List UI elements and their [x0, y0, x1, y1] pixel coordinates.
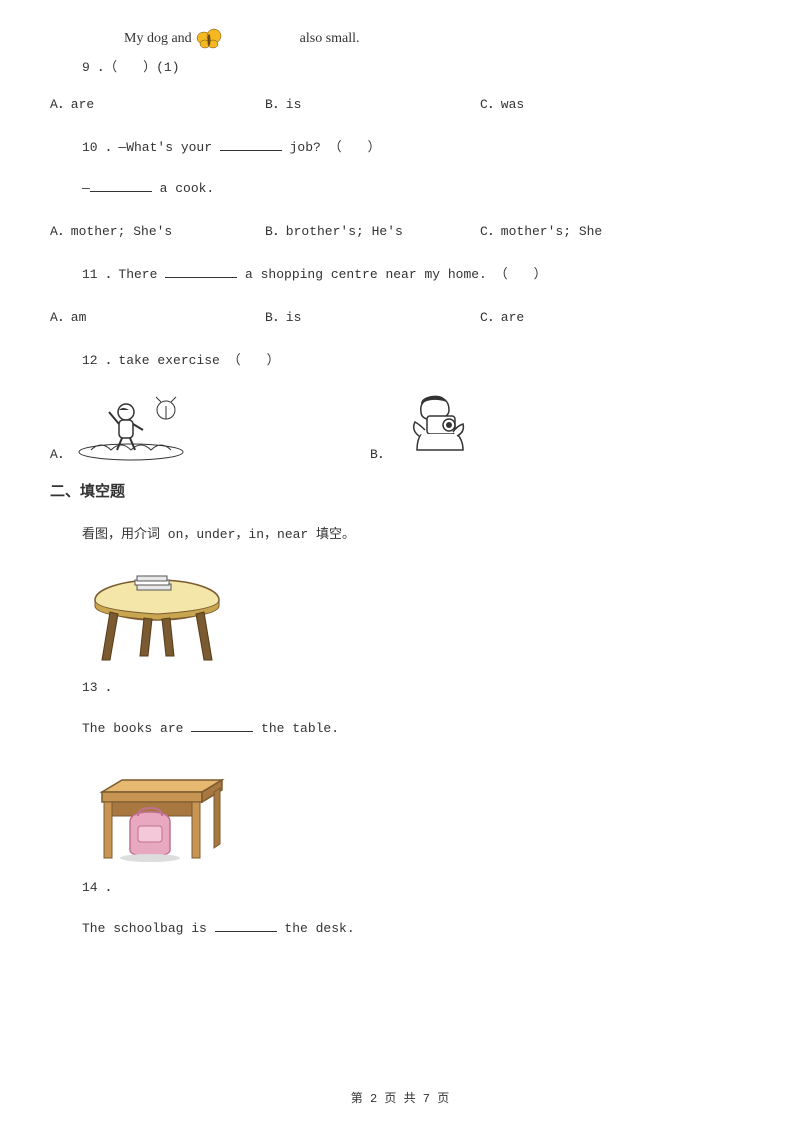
q11-option-a: A．am: [50, 306, 265, 325]
desk-bag-icon: [82, 762, 232, 872]
question-10-line1: 10 ．—What's your job? （ ）: [82, 136, 750, 155]
q14-number: 14 ．: [82, 876, 750, 895]
blank: [191, 719, 253, 732]
q9-option-c: C．was: [480, 93, 524, 112]
question-9-number: 9 ．（ ）(1): [82, 56, 750, 75]
blank: [220, 138, 282, 151]
also-small-text: also small.: [300, 31, 360, 47]
question-9-line: My dog and also small.: [50, 28, 750, 50]
q13-sentence: The books are the table.: [82, 719, 750, 736]
q11-option-c: C．are: [480, 306, 524, 325]
q14-image: [82, 762, 750, 872]
q10-post: job? （ ）: [282, 140, 381, 155]
q9-option-a: A．are: [50, 93, 265, 112]
q9-option-b: B．is: [265, 93, 480, 112]
question-11: 11 ．There a shopping centre near my home…: [82, 263, 750, 282]
q11-option-b: B．is: [265, 306, 480, 325]
camera-person-icon: [391, 392, 491, 462]
q13-image: [82, 562, 750, 672]
section-2-title: 二、填空题: [50, 480, 750, 501]
blank: [215, 919, 277, 932]
exercise-icon: [71, 392, 191, 462]
q14-sentence: The schoolbag is the desk.: [82, 919, 750, 936]
table-books-icon: [82, 562, 232, 672]
q11-pre: 11 ．There: [82, 267, 165, 282]
q11-options: A．am B．is C．are: [50, 306, 750, 325]
instruction: 看图，用介词 on，under，in，near 填空。: [82, 523, 750, 542]
q12-option-b: B．: [370, 392, 491, 462]
q10-option-b: B．brother's; He's: [265, 220, 480, 239]
q12-a-label: A．: [50, 443, 71, 462]
q14-post: the desk.: [277, 921, 355, 936]
q9-options: A．are B．is C．was: [50, 93, 750, 112]
question-10-line2: — a cook.: [82, 179, 750, 196]
q12-b-label: B．: [370, 443, 391, 462]
q13-pre: The books are: [82, 721, 191, 736]
q10-option-a: A．mother; She's: [50, 220, 265, 239]
q12-images: A． B．: [50, 392, 750, 462]
q11-post: a shopping centre near my home. （ ）: [237, 267, 546, 282]
q13-post: the table.: [253, 721, 339, 736]
butterfly-icon: [196, 28, 222, 50]
question-12: 12 ．take exercise （ ）: [82, 349, 750, 368]
q10-option-c: C．mother's; She: [480, 220, 602, 239]
q13-number: 13 ．: [82, 676, 750, 695]
q10-options: A．mother; She's B．brother's; He's C．moth…: [50, 220, 750, 239]
mydog-text: My dog and: [124, 31, 192, 47]
q10-l2-pre: —: [82, 181, 90, 196]
page-footer: 第 2 页 共 7 页: [50, 1089, 750, 1106]
q10-l2-post: a cook.: [152, 181, 214, 196]
q14-pre: The schoolbag is: [82, 921, 215, 936]
q12-option-a: A．: [50, 392, 370, 462]
blank: [90, 179, 152, 192]
blank: [165, 265, 237, 278]
q10-pre: 10 ．—What's your: [82, 140, 220, 155]
